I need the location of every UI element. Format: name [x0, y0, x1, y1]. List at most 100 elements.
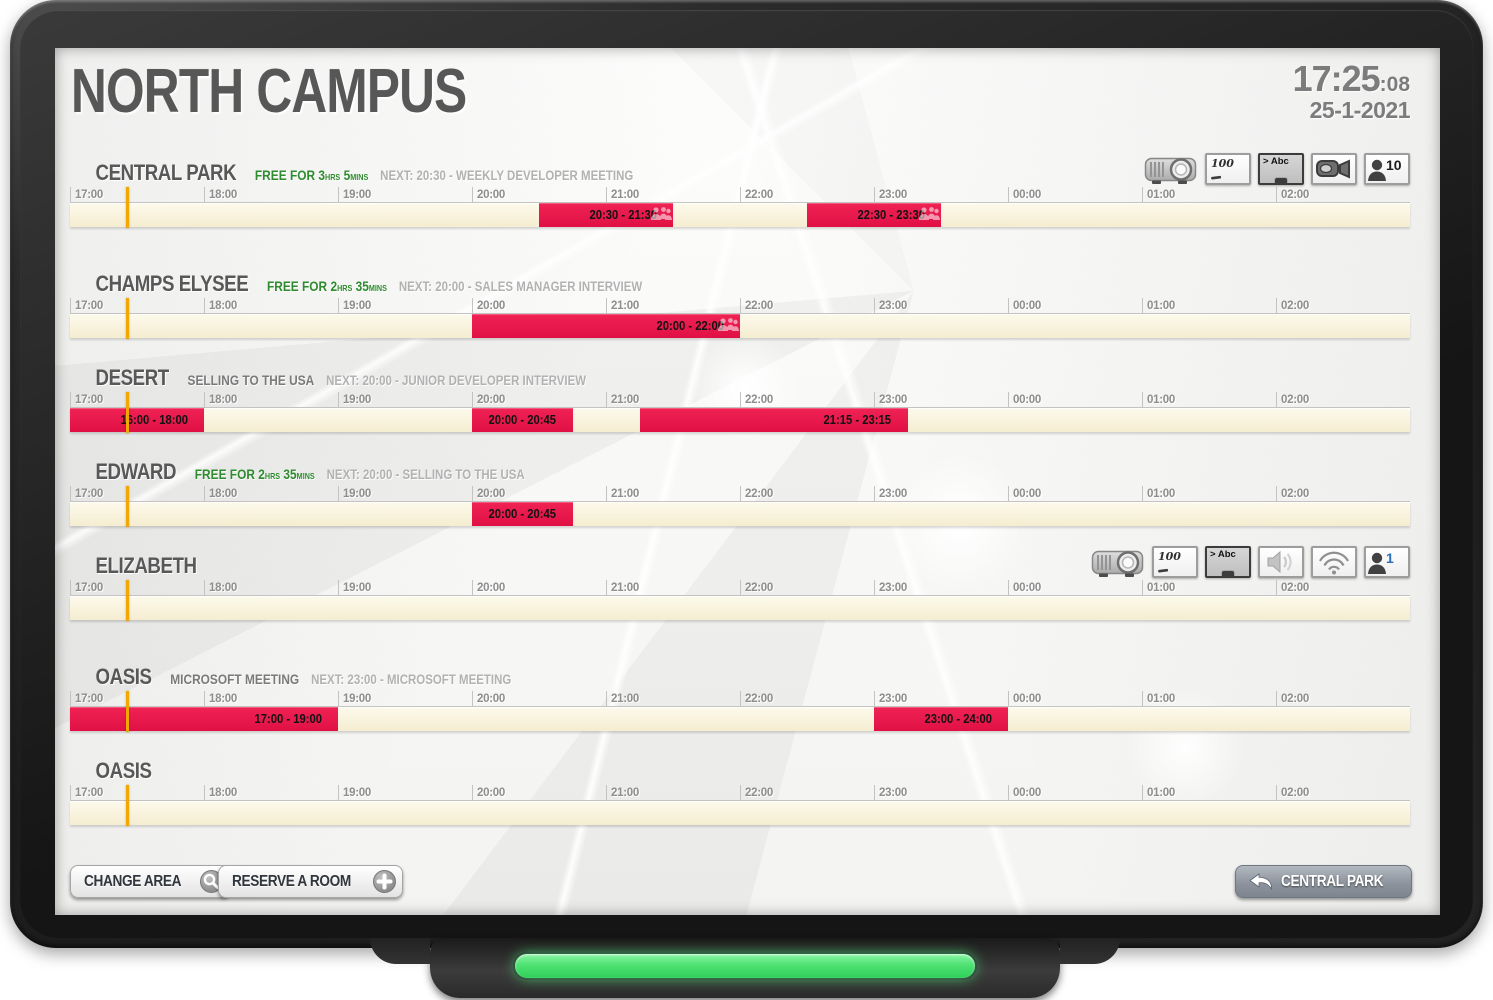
- room-header: DESERT SELLING TO THE USA NEXT: 20:00 - JU…: [70, 365, 1410, 391]
- tablet-stand: [370, 938, 1120, 998]
- tick-label: 20:00: [472, 486, 505, 501]
- tick-label: 23:00: [874, 392, 907, 407]
- room-header: CHAMPS ELYSEE FREE FOR 2HRS 35MINS NEXT: 2…: [70, 271, 1410, 297]
- current-time-marker: [125, 785, 129, 826]
- current-time-marker: [125, 691, 129, 732]
- booking-time-label: 20:00 - 22:00: [656, 319, 724, 333]
- change-area-button[interactable]: CHANGE AREA: [70, 865, 231, 898]
- tick-label: 22:00: [740, 187, 773, 202]
- tick-label: 18:00: [204, 691, 237, 706]
- tick-label: 20:00: [472, 298, 505, 313]
- status-led-bar: [515, 954, 975, 978]
- clock-seconds: :08: [1379, 73, 1410, 96]
- tick-label: 21:00: [606, 785, 639, 800]
- room-header-text: DESERT SELLING TO THE USA NEXT: 20:00 - JU…: [70, 365, 587, 391]
- tick-label: 17:00: [70, 392, 103, 407]
- room-free-status: FREE FOR 3HRS 5MINS: [254, 167, 369, 183]
- room-row[interactable]: EDWARD FREE FOR 2HRS 35MINS NEXT: 20:00 - …: [70, 459, 1410, 527]
- camera-icon: [1311, 153, 1357, 185]
- svg-text:10: 10: [1386, 157, 1402, 173]
- booking[interactable]: 22:30 - 23:30: [807, 203, 941, 227]
- tick-label: 21:00: [606, 298, 639, 313]
- tick-label: 20:00: [472, 580, 505, 595]
- page-title: NORTH CAMPUS: [71, 57, 467, 126]
- timeline-ticks: 17:00 18:00 19:00 20:00 21:00 22:00 23:00 00:00…: [70, 187, 1410, 203]
- clock-time: 17:25: [1292, 58, 1381, 99]
- tick-label: 02:00: [1276, 187, 1309, 202]
- current-time-marker: [125, 187, 129, 228]
- tick-label: 00:00: [1008, 691, 1041, 706]
- room-row[interactable]: CENTRAL PARK FREE FOR 3HRS 5MINS NEXT: 20:…: [70, 153, 1410, 228]
- room-row[interactable]: OASIS MICROSOFT MEETING NEXT: 23:00 - MICR…: [70, 664, 1410, 732]
- room-name: EDWARD: [95, 459, 177, 484]
- room-row[interactable]: CHAMPS ELYSEE FREE FOR 2HRS 35MINS NEXT: 2…: [70, 271, 1410, 339]
- svg-text:100: 100: [1211, 157, 1234, 170]
- room-next-meeting: NEXT: 20:00 - JUNIOR DEVELOPER INTERVIEW: [326, 373, 587, 388]
- room-next-meeting: NEXT: 20:00 - SALES MANAGER INTERVIEW: [398, 279, 643, 294]
- whiteboard-icon: 100: [1205, 153, 1251, 185]
- room-equipment-icons: 100 > Abc 1: [1091, 545, 1410, 579]
- timeline-track: 20:00 - 22:00: [70, 298, 1410, 339]
- booking[interactable]: 21:15 - 23:15: [639, 408, 908, 432]
- tick-label: 19:00: [338, 580, 371, 595]
- room-header-text: CHAMPS ELYSEE FREE FOR 2HRS 35MINS NEXT: 2…: [70, 271, 643, 297]
- reserve-room-button[interactable]: RESERVE A ROOM: [218, 865, 404, 898]
- room-name: OASIS: [95, 664, 152, 689]
- room-row[interactable]: DESERT SELLING TO THE USA NEXT: 20:00 - JU…: [70, 365, 1410, 433]
- booking-time-label: 22:30 - 23:30: [857, 208, 925, 222]
- booking[interactable]: 17:00 - 19:00: [70, 707, 338, 731]
- tick-label: 22:00: [740, 392, 773, 407]
- screen-icon: > Abc: [1205, 546, 1251, 578]
- room-header-text: OASIS MICROSOFT MEETING NEXT: 23:00 - MICR…: [70, 664, 512, 690]
- attendees-icon: [918, 206, 940, 226]
- tick-label: 02:00: [1276, 298, 1309, 313]
- tick-label: 00:00: [1008, 486, 1041, 501]
- tick-label: 20:00: [472, 691, 505, 706]
- tick-label: 00:00: [1008, 187, 1041, 202]
- tick-label: 23:00: [874, 691, 907, 706]
- booking[interactable]: 20:30 - 21:30: [539, 203, 673, 227]
- booking[interactable]: 23:00 - 24:00: [874, 707, 1008, 731]
- tick-label: 00:00: [1008, 580, 1041, 595]
- tick-label: 23:00: [874, 785, 907, 800]
- room-header: OASIS MICROSOFT MEETING NEXT: 23:00 - MICR…: [70, 664, 1410, 690]
- booking[interactable]: 20:00 - 20:45: [472, 408, 573, 432]
- current-time-marker: [125, 486, 129, 527]
- room-header-text: ELIZABETH: [70, 553, 198, 579]
- tick-label: 18:00: [204, 298, 237, 313]
- current-time-marker: [125, 298, 129, 339]
- back-to-central-park-button[interactable]: CENTRAL PARK: [1234, 865, 1412, 898]
- room-header-text: CENTRAL PARK FREE FOR 3HRS 5MINS NEXT: 20:…: [70, 160, 634, 186]
- wifi-icon: [1311, 546, 1357, 578]
- tick-label: 21:00: [606, 580, 639, 595]
- timeline-ticks: 17:00 18:00 19:00 20:00 21:00 22:00 23:00 00:00…: [70, 580, 1410, 596]
- tick-label: 02:00: [1276, 580, 1309, 595]
- tick-label: 02:00: [1276, 486, 1309, 501]
- tick-label: 20:00: [472, 392, 505, 407]
- room-header: OASIS: [70, 758, 1410, 784]
- tick-label: 22:00: [740, 486, 773, 501]
- tick-label: 17:00: [70, 691, 103, 706]
- back-button-label: CENTRAL PARK: [1280, 872, 1384, 890]
- room-row[interactable]: ELIZABETH 100 > Abc 1 17:00 18:00 19:00 20:00 21…: [70, 546, 1410, 621]
- tick-label: 01:00: [1142, 187, 1175, 202]
- timeline-track: 20:00 - 20:45: [70, 486, 1410, 527]
- booking[interactable]: 20:00 - 20:45: [472, 502, 573, 526]
- room-row[interactable]: OASIS 17:00 18:00 19:00 20:00 21:00 22:00 23:00…: [70, 758, 1410, 826]
- booking[interactable]: 16:00 - 18:00: [70, 408, 204, 432]
- tick-label: 01:00: [1142, 785, 1175, 800]
- tick-label: 01:00: [1142, 580, 1175, 595]
- tick-label: 21:00: [606, 691, 639, 706]
- booking[interactable]: 20:00 - 22:00: [472, 314, 740, 338]
- tick-label: 17:00: [70, 486, 103, 501]
- room-header: CENTRAL PARK FREE FOR 3HRS 5MINS NEXT: 20:…: [70, 153, 1410, 186]
- tick-label: 18:00: [204, 580, 237, 595]
- timeline-ticks: 17:00 18:00 19:00 20:00 21:00 22:00 23:00 00:00…: [70, 392, 1410, 408]
- room-name: CHAMPS ELYSEE: [95, 271, 249, 296]
- timeline-track: [70, 580, 1410, 621]
- tick-label: 00:00: [1008, 298, 1041, 313]
- room-next-meeting: NEXT: 20:30 - WEEKLY DEVELOPER MEETING: [380, 168, 634, 183]
- timeline-ticks: 17:00 18:00 19:00 20:00 21:00 22:00 23:00 00:00…: [70, 486, 1410, 502]
- timeline-track: 16:00 - 18:00 20:00 - 20:45 21:15 - 23:15: [70, 392, 1410, 433]
- tick-label: 19:00: [338, 298, 371, 313]
